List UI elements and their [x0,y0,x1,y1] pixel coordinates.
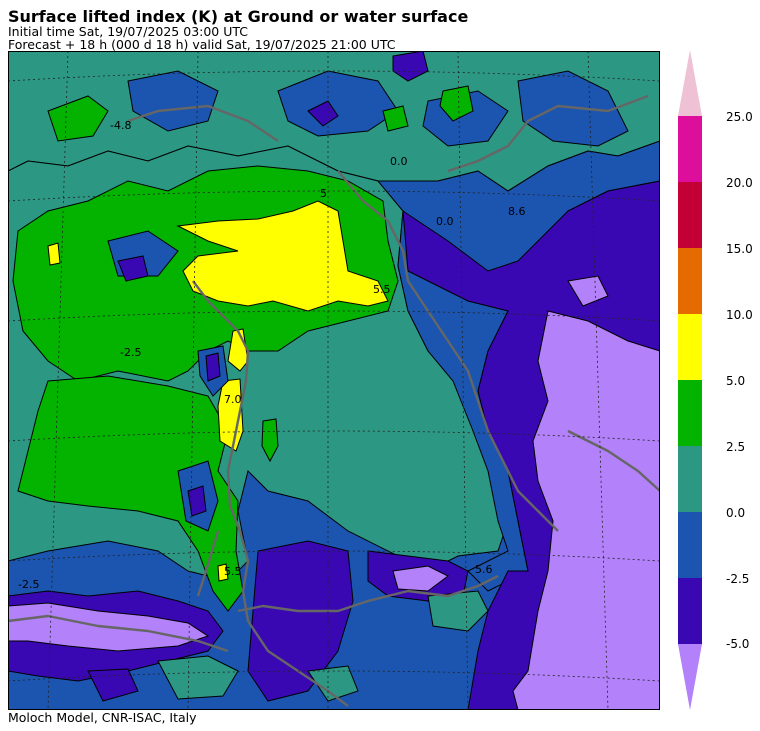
contour-label: 5 [320,187,327,200]
contour-label: 5.6 [475,563,493,576]
colorbar-bin [678,248,702,314]
forecast-valid-label: Forecast + 18 h (000 d 18 h) valid Sat, … [8,37,396,52]
colorbar [678,50,702,710]
colorbar-cap-top [678,50,702,116]
contour-label: 0.0 [436,215,454,228]
contour-label: -4.8 [110,119,131,132]
colorbar-label: 2.5 [726,440,746,454]
initial-time-label: Initial time Sat, 19/07/2025 03:00 UTC [8,24,249,39]
contour-label: 5.5 [224,565,242,578]
contour-label: -2.5 [120,346,141,359]
contour-label: 7.0 [224,393,242,406]
graticule [8,51,660,710]
colorbar-bin [678,380,702,446]
colorbar-label: 0.0 [726,506,746,520]
colorbar-label: -2.5 [726,572,750,586]
colorbar-cap-bottom [678,644,702,710]
contour-label: 5.5 [373,283,391,296]
colorbar-bin [678,182,702,248]
colorbar-label: 20.0 [726,176,753,190]
colorbar-label: 25.0 [726,110,753,124]
contour-label: 8.6 [508,205,526,218]
colorbar-bin [678,512,702,578]
field-green-po [17,375,244,612]
colorbar-bin [678,446,702,512]
field-lavender-east [512,310,660,710]
colorbar-label: 10.0 [726,308,753,322]
contour-label: 0.0 [390,155,408,168]
colorbar-bin [678,116,702,182]
map-title: Surface lifted index (K) at Ground or wa… [8,7,469,26]
contour-label: -2.5 [18,578,39,591]
colorbar-label: -5.0 [726,637,750,651]
field-yellow-alps [176,200,389,312]
colorbar-bin [678,314,702,380]
model-credit: Moloch Model, CNR-ISAC, Italy [8,710,197,725]
lifted-index-map: -4.8 -2.5 0.0 5 5.5 7.0 0.0 8.6 -2.5 5.5… [8,51,660,710]
map-frame [8,51,660,710]
coastline [8,94,660,707]
colorbar-bin [678,578,702,644]
colorbar-label: 15.0 [726,242,753,256]
colorbar-label: 5.0 [726,374,746,388]
